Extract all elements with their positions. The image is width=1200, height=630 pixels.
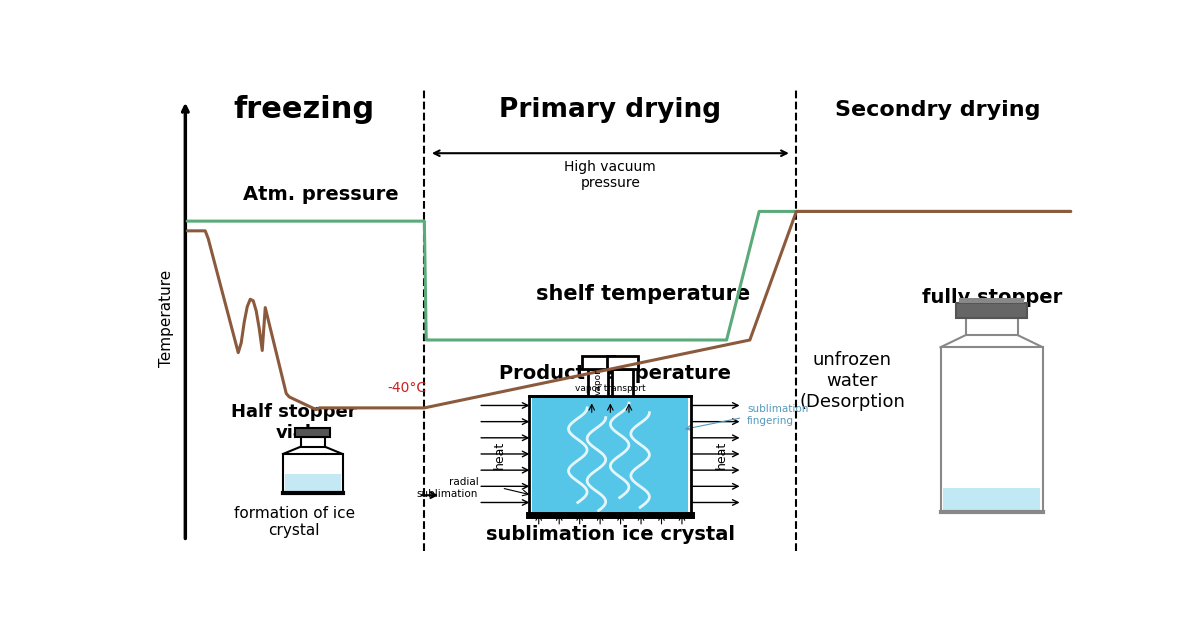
- Text: shelf temperature: shelf temperature: [535, 284, 750, 304]
- Bar: [533, 396, 689, 513]
- Bar: [956, 302, 1027, 318]
- Text: vapor transport: vapor transport: [575, 384, 646, 393]
- Bar: [283, 454, 342, 493]
- Text: Product temperature: Product temperature: [499, 364, 731, 384]
- Bar: [588, 369, 608, 396]
- Text: heat: heat: [714, 441, 727, 469]
- Text: sublimation
fingering: sublimation fingering: [748, 404, 809, 426]
- Bar: [966, 318, 1018, 335]
- Text: -40°C: -40°C: [388, 382, 426, 396]
- Bar: [582, 355, 614, 369]
- Bar: [607, 355, 638, 369]
- Text: freezing: freezing: [233, 95, 374, 124]
- Text: vapor: vapor: [594, 369, 602, 396]
- Text: Temperature: Temperature: [160, 270, 174, 367]
- Text: radial
sublimation: radial sublimation: [416, 477, 479, 499]
- Text: Atm. pressure: Atm. pressure: [242, 185, 398, 204]
- Bar: [529, 396, 691, 515]
- Bar: [941, 347, 1043, 512]
- Bar: [959, 298, 1025, 302]
- Bar: [943, 488, 1040, 511]
- Text: heat: heat: [493, 441, 506, 469]
- Text: unfrozen
water
(Desorption: unfrozen water (Desorption: [799, 352, 905, 411]
- Bar: [295, 428, 330, 437]
- Bar: [301, 437, 325, 447]
- Text: Secondry drying: Secondry drying: [835, 100, 1040, 120]
- Bar: [284, 474, 341, 492]
- Text: High vacuum
pressure: High vacuum pressure: [564, 160, 656, 190]
- Text: Half stopper
vial: Half stopper vial: [232, 403, 356, 442]
- Text: formation of ice
crystal: formation of ice crystal: [234, 506, 355, 538]
- Text: sublimation ice crystal: sublimation ice crystal: [486, 525, 734, 544]
- Text: Primary drying: Primary drying: [499, 96, 721, 123]
- Text: fully stopper
vial: fully stopper vial: [922, 288, 1062, 329]
- Bar: [612, 369, 632, 396]
